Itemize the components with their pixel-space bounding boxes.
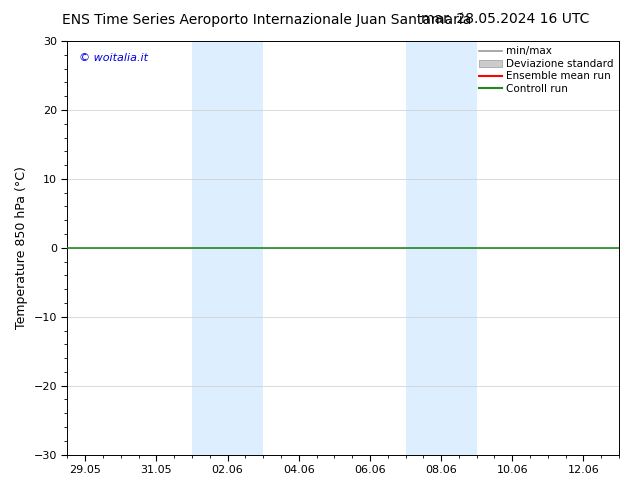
Bar	[192, 41, 263, 455]
Bar	[406, 41, 477, 455]
Y-axis label: Temperature 850 hPa (°C): Temperature 850 hPa (°C)	[15, 167, 28, 329]
Text: ENS Time Series Aeroporto Internazionale Juan Santamaría: ENS Time Series Aeroporto Internazionale…	[61, 12, 471, 27]
Legend: min/max, Deviazione standard, Ensemble mean run, Controll run: min/max, Deviazione standard, Ensemble m…	[477, 44, 616, 96]
Text: mar. 28.05.2024 16 UTC: mar. 28.05.2024 16 UTC	[421, 12, 590, 26]
Text: © woitalia.it: © woitalia.it	[79, 53, 148, 64]
